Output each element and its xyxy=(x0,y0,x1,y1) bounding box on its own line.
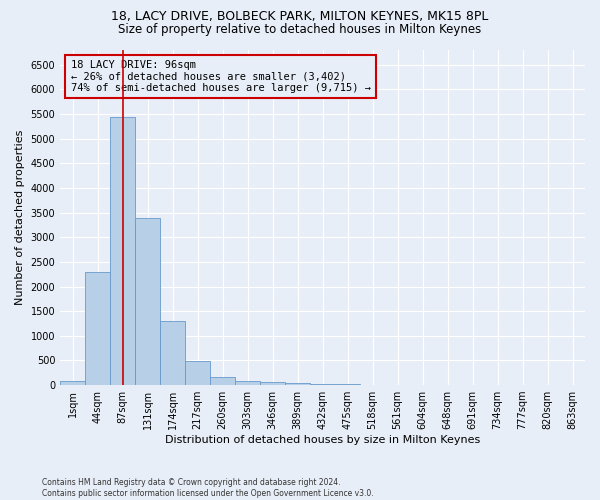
Bar xyxy=(310,384,335,385)
Bar xyxy=(185,362,210,385)
Text: 18 LACY DRIVE: 96sqm
← 26% of detached houses are smaller (3,402)
74% of semi-de: 18 LACY DRIVE: 96sqm ← 26% of detached h… xyxy=(71,60,371,94)
Bar xyxy=(210,376,235,385)
Bar xyxy=(60,382,85,385)
Bar xyxy=(135,218,160,385)
Bar xyxy=(260,382,285,385)
X-axis label: Distribution of detached houses by size in Milton Keynes: Distribution of detached houses by size … xyxy=(165,435,480,445)
Bar xyxy=(235,380,260,385)
Bar xyxy=(335,384,360,385)
Y-axis label: Number of detached properties: Number of detached properties xyxy=(15,130,25,305)
Bar xyxy=(160,321,185,385)
Text: Size of property relative to detached houses in Milton Keynes: Size of property relative to detached ho… xyxy=(118,22,482,36)
Bar xyxy=(285,383,310,385)
Text: 18, LACY DRIVE, BOLBECK PARK, MILTON KEYNES, MK15 8PL: 18, LACY DRIVE, BOLBECK PARK, MILTON KEY… xyxy=(112,10,488,23)
Text: Contains HM Land Registry data © Crown copyright and database right 2024.
Contai: Contains HM Land Registry data © Crown c… xyxy=(42,478,374,498)
Bar xyxy=(85,272,110,385)
Bar xyxy=(110,116,135,385)
